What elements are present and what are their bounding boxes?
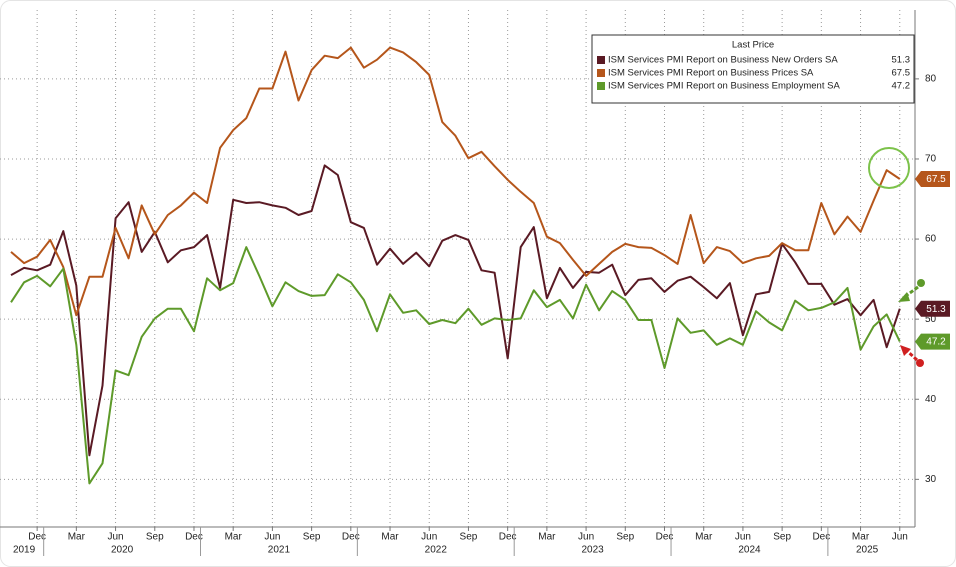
legend-swatch bbox=[597, 82, 605, 90]
x-tick-label: Mar bbox=[381, 532, 399, 543]
year-label: 2020 bbox=[111, 545, 134, 556]
legend-title: Last Price bbox=[732, 40, 774, 51]
plot-lines bbox=[10, 46, 901, 485]
x-tick-label: Sep bbox=[773, 532, 791, 543]
x-tick-label: Mar bbox=[225, 532, 243, 543]
value-tag-label: 67.5 bbox=[926, 174, 946, 185]
legend-value: 51.3 bbox=[892, 55, 911, 66]
y-tick-label: 50 bbox=[925, 314, 937, 325]
value-tag-label: 47.2 bbox=[926, 337, 946, 348]
x-tick-label: Mar bbox=[852, 532, 870, 543]
x-tick-label: Jun bbox=[578, 532, 594, 543]
value-tags: 51.3 67.5 47.2 bbox=[915, 170, 950, 350]
value-tag bbox=[915, 300, 950, 317]
y-tick-label: 40 bbox=[925, 394, 937, 405]
year-label: 2022 bbox=[425, 545, 448, 556]
legend-label: ISM Services PMI Report on Business Empl… bbox=[608, 81, 840, 92]
value-tag bbox=[915, 170, 950, 187]
x-tick-label: Sep bbox=[303, 532, 321, 543]
y-tick-label: 30 bbox=[925, 474, 937, 485]
legend-box bbox=[591, 34, 915, 104]
grid bbox=[0, 10, 915, 527]
x-tick-label: Dec bbox=[185, 532, 203, 543]
x-tick-label: Sep bbox=[460, 532, 478, 543]
legend: Last Price ISM Services PMI Report on Bu… bbox=[591, 34, 915, 104]
x-tick-label: Mar bbox=[538, 532, 556, 543]
x-tick-label: Dec bbox=[342, 532, 360, 543]
legend-value: 67.5 bbox=[892, 68, 911, 79]
x-tick-label: Mar bbox=[695, 532, 713, 543]
legend-label: ISM Services PMI Report on Business New … bbox=[608, 55, 838, 66]
green-arrow bbox=[898, 279, 925, 302]
axes: 30 40 50 60 70 80 Dec Mar Jun Sep Dec Mar Jun Sep Dec M… bbox=[13, 74, 937, 556]
year-label: 2024 bbox=[738, 545, 761, 556]
y-tick-label: 60 bbox=[925, 234, 937, 245]
x-tick-label: Jun bbox=[421, 532, 437, 543]
x-tick-label: Jun bbox=[264, 532, 280, 543]
red-arrow bbox=[900, 345, 924, 367]
y-tick-label: 80 bbox=[925, 74, 937, 85]
legend-swatch bbox=[597, 56, 605, 64]
x-tick-label: Jun bbox=[892, 532, 908, 543]
value-tag-label: 51.3 bbox=[926, 304, 946, 315]
x-tick-label: Sep bbox=[616, 532, 634, 543]
series-line bbox=[10, 246, 901, 485]
x-tick-label: Mar bbox=[68, 532, 86, 543]
year-label: 2025 bbox=[856, 545, 879, 556]
x-tick-label: Dec bbox=[28, 532, 46, 543]
year-label: 2019 bbox=[13, 545, 36, 556]
year-label: 2023 bbox=[581, 545, 604, 556]
x-tick-label: Sep bbox=[146, 532, 164, 543]
x-tick-label: Dec bbox=[812, 532, 830, 543]
x-tick-label: Dec bbox=[499, 532, 517, 543]
y-tick-label: 70 bbox=[925, 154, 937, 165]
x-tick-label: Dec bbox=[656, 532, 674, 543]
series-line bbox=[10, 46, 901, 317]
x-tick-label: Jun bbox=[735, 532, 751, 543]
x-tick-label: Jun bbox=[107, 532, 123, 543]
value-tag bbox=[915, 333, 950, 350]
year-label: 2021 bbox=[268, 545, 291, 556]
series-line bbox=[10, 164, 901, 457]
legend-swatch bbox=[597, 69, 605, 77]
legend-value: 47.2 bbox=[892, 81, 911, 92]
highlight-circle bbox=[868, 147, 910, 189]
legend-label: ISM Services PMI Report on Business Pric… bbox=[608, 68, 814, 79]
